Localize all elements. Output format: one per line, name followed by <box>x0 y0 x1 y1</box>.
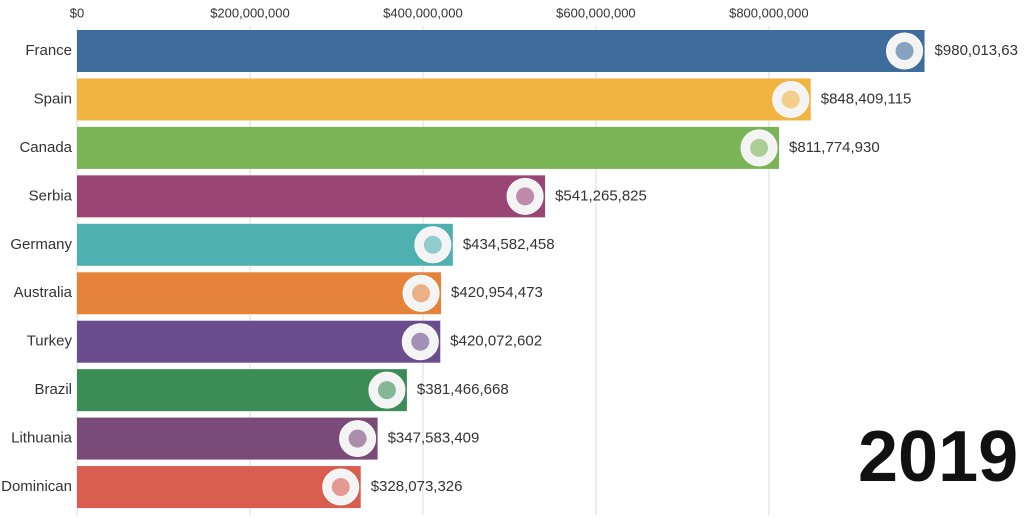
bar <box>77 78 811 121</box>
year-annotation: 2019 <box>858 417 1018 497</box>
bar <box>77 369 407 412</box>
flag-icon-inner <box>411 332 430 351</box>
bar <box>77 175 546 218</box>
bar <box>77 30 925 72</box>
value-label: $848,409,115 <box>821 90 912 107</box>
bar <box>77 126 780 169</box>
bar <box>77 417 378 460</box>
category-label: Lithuania <box>11 430 73 447</box>
value-label: $420,954,473 <box>451 284 543 301</box>
x-tick-label: $600,000,000 <box>556 5 636 20</box>
flag-icon-inner <box>377 381 396 400</box>
category-label: Germany <box>10 236 72 253</box>
category-label: Australia <box>14 284 73 301</box>
category-label: Turkey <box>27 333 73 350</box>
value-label: $347,583,409 <box>388 430 480 447</box>
value-label: $541,265,825 <box>555 187 647 204</box>
category-label: France <box>25 42 72 59</box>
category-label: Spain <box>34 90 72 107</box>
bar <box>77 320 441 363</box>
flag-icon-inner <box>895 42 914 60</box>
bar <box>77 466 361 509</box>
flag-icon-inner <box>412 284 431 303</box>
category-label: Brazil <box>34 381 72 398</box>
value-label: $381,466,668 <box>417 381 509 398</box>
x-tick-label: $200,000,000 <box>210 5 290 20</box>
category-label: Canada <box>19 139 72 156</box>
value-label: $434,582,458 <box>463 236 555 253</box>
flag-icon-inner <box>423 235 442 254</box>
value-label: $980,013,63 <box>935 42 1018 59</box>
flag-icon-inner <box>781 90 800 109</box>
flag-icon-inner <box>750 138 769 157</box>
flag-icon-inner <box>348 429 367 448</box>
bar <box>77 223 453 266</box>
x-tick-label: $0 <box>70 5 84 20</box>
value-label: $420,072,602 <box>450 333 542 350</box>
value-label: $328,073,326 <box>371 478 463 495</box>
category-label: Serbia <box>29 187 73 204</box>
category-label: Dominican <box>1 478 72 495</box>
flag-icon-inner <box>331 478 350 497</box>
x-tick-label: $800,000,000 <box>729 5 809 20</box>
x-tick-label: $400,000,000 <box>383 5 463 20</box>
flag-icon-inner <box>516 187 535 206</box>
bar <box>77 272 442 315</box>
value-label: $811,774,930 <box>789 139 880 156</box>
